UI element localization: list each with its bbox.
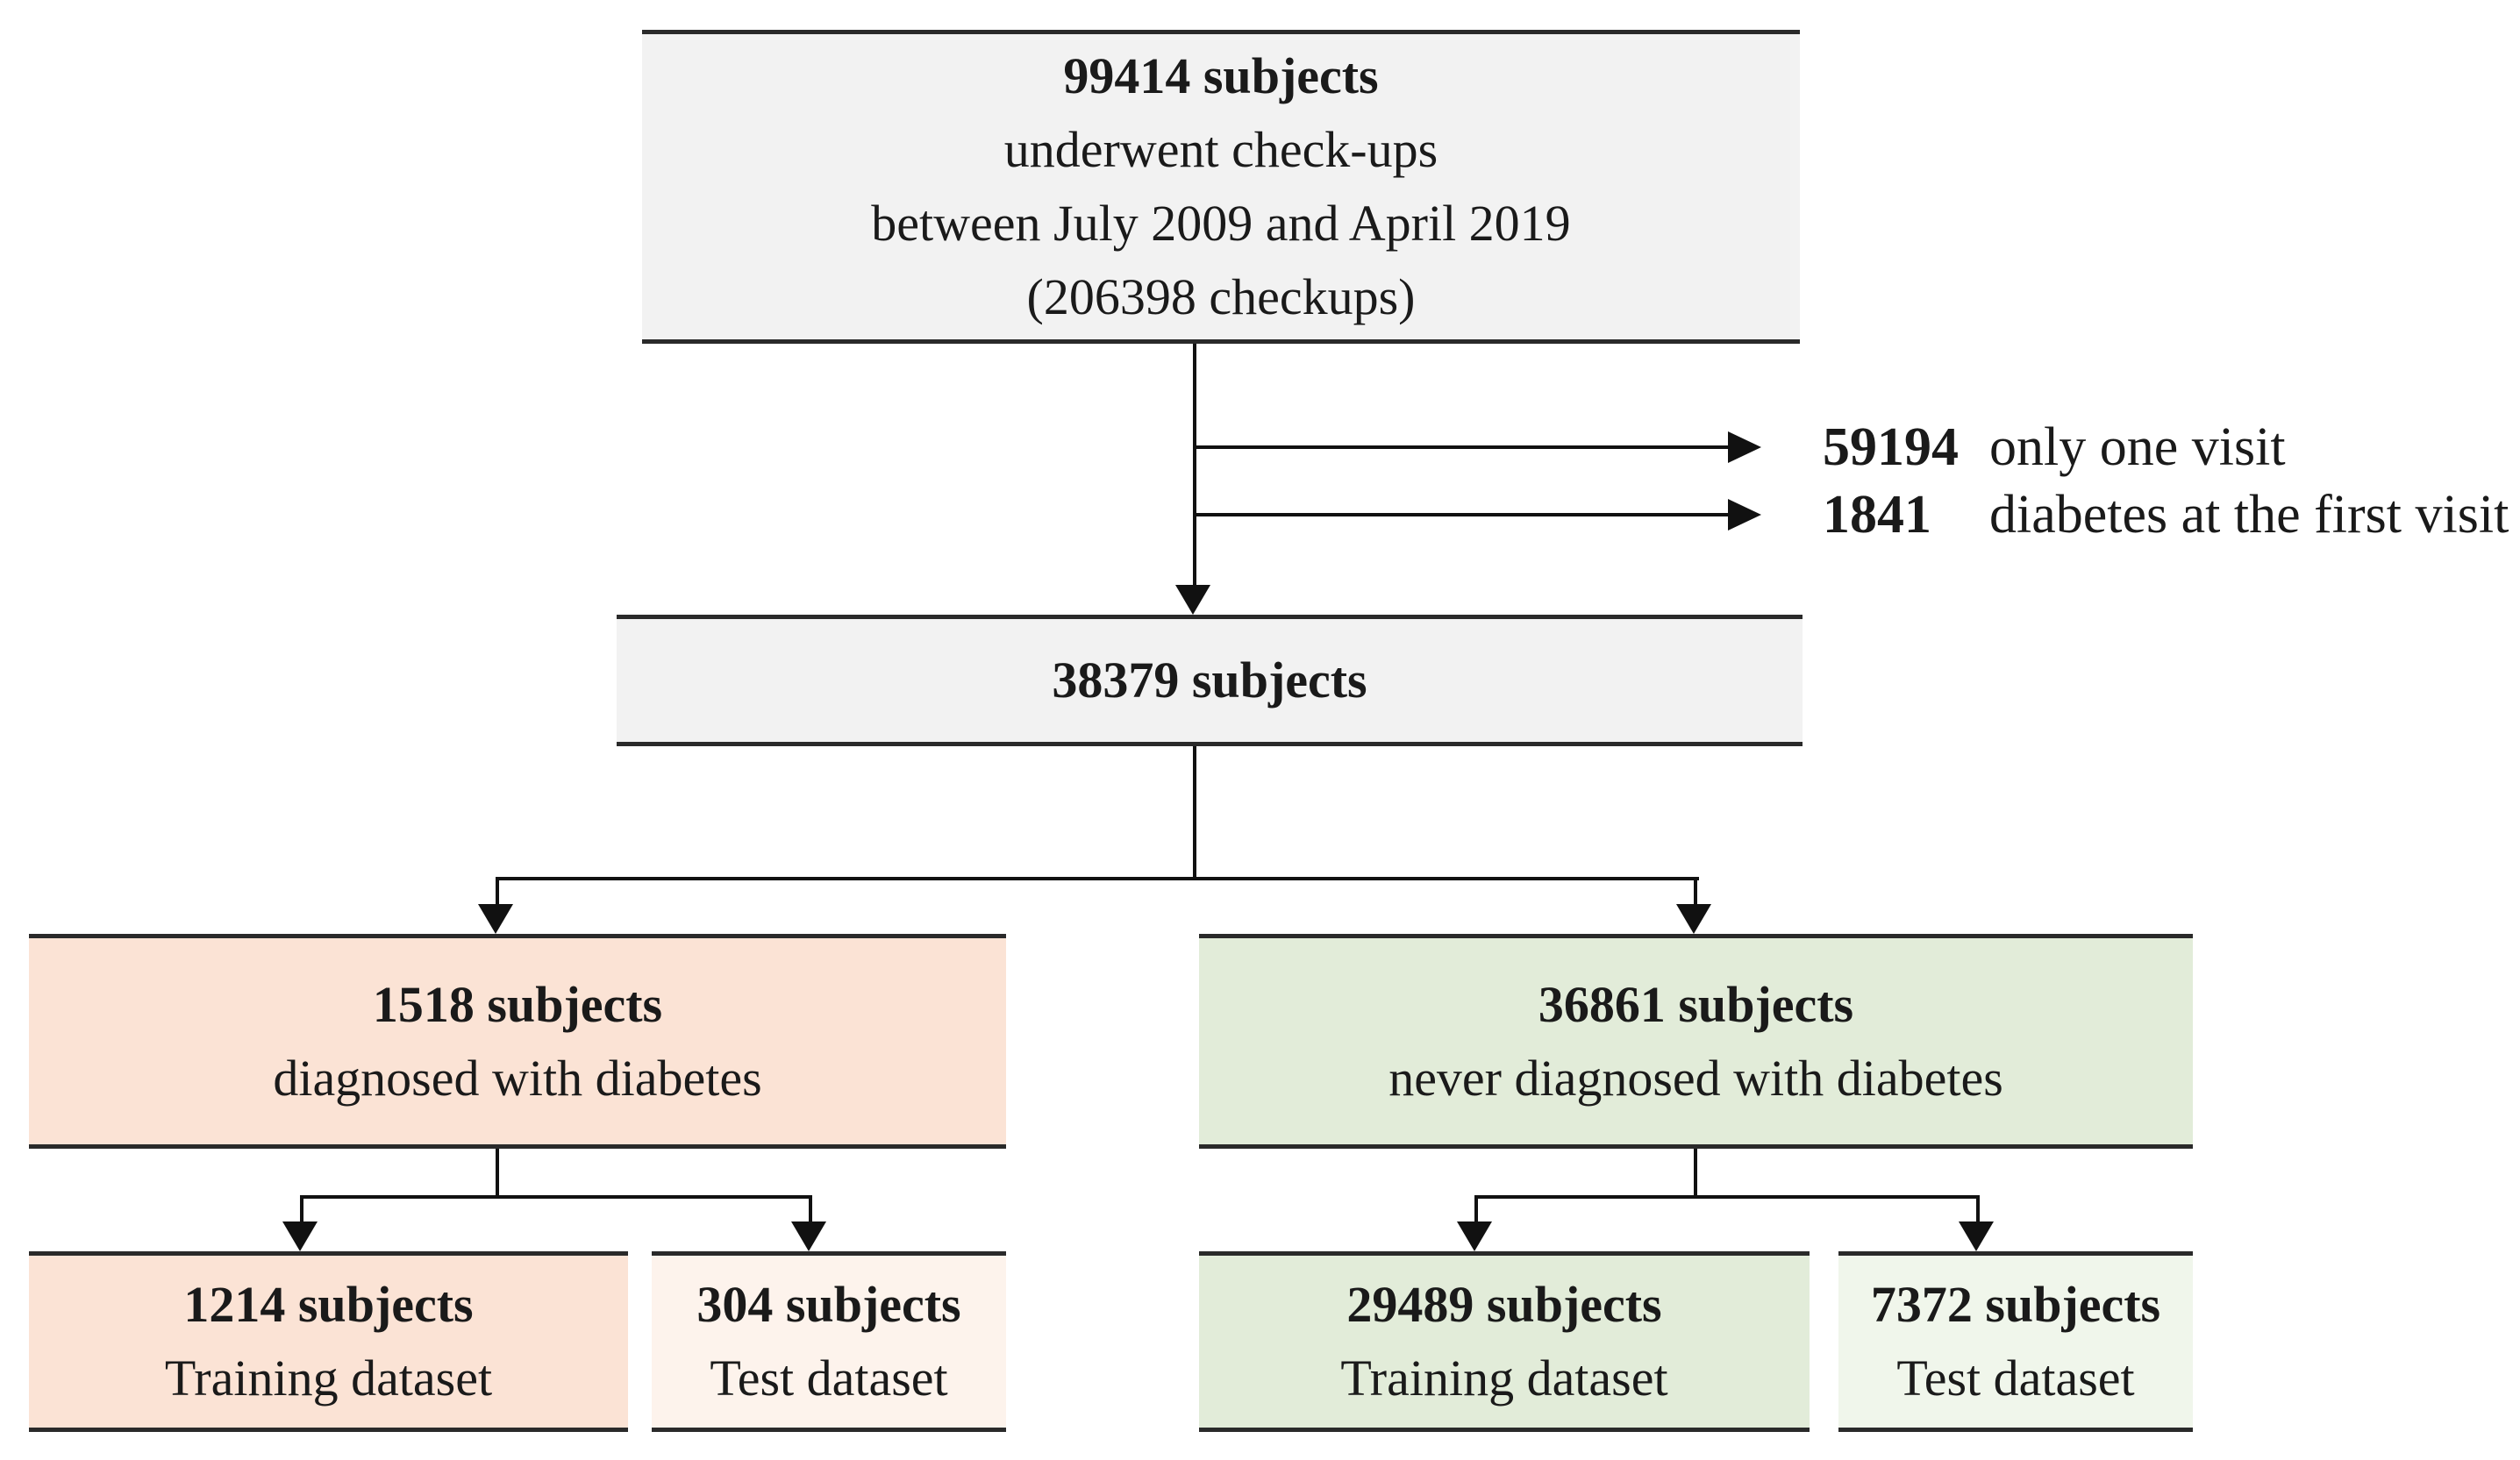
connector-vertical-to-diabetes	[496, 880, 499, 904]
arrowhead-down-icon	[1457, 1221, 1492, 1251]
no-diabetes-training-count: 29489 subjects	[1346, 1276, 1662, 1333]
excluded-diabetes-first-visit-count: 1841	[1823, 484, 1931, 545]
excluded-diabetes-first-visit-label: diabetes at the first visit	[1989, 484, 2509, 545]
connector-vertical-diabetes-split	[496, 1149, 499, 1199]
arrowhead-right-icon	[1728, 431, 1761, 463]
initial-cohort-desc-3: (206398 checkups)	[1026, 268, 1416, 325]
connector-horizontal-split-1	[496, 877, 1699, 880]
connector-vertical-to-diabetes-training	[300, 1199, 303, 1221]
excluded-one-visit-count: 59194	[1823, 417, 1959, 477]
excluded-one-visit-label: only one visit	[1989, 417, 2286, 477]
excluded-one-visit-row: 59194 only one visit	[1823, 408, 2286, 487]
diabetes-training-count: 1214 subjects	[183, 1276, 474, 1333]
no-diabetes-test-count: 7372 subjects	[1870, 1276, 2161, 1333]
diabetes-training-box: 1214 subjects Training dataset	[29, 1251, 628, 1432]
connector-vertical-to-diabetes-test	[809, 1199, 812, 1221]
arrowhead-down-icon	[1676, 904, 1711, 934]
no-diabetes-group-label: never diagnosed with diabetes	[1388, 1049, 2003, 1107]
connector-vertical-to-no-diabetes	[1694, 880, 1697, 904]
diabetes-group-box: 1518 subjects diagnosed with diabetes	[29, 934, 1006, 1149]
no-diabetes-group-box: 36861 subjects never diagnosed with diab…	[1199, 934, 2193, 1149]
connector-horizontal-split-3	[1474, 1195, 1980, 1199]
initial-cohort-count: 99414 subjects	[1063, 47, 1379, 104]
no-diabetes-training-box: 29489 subjects Training dataset	[1199, 1251, 1810, 1432]
no-diabetes-test-box: 7372 subjects Test dataset	[1838, 1251, 2193, 1432]
initial-cohort-box: 99414 subjects underwent check-ups betwe…	[642, 30, 1800, 344]
diabetes-test-box: 304 subjects Test dataset	[652, 1251, 1006, 1432]
excluded-diabetes-first-visit-row: 1841 diabetes at the first visit	[1823, 475, 2509, 554]
diabetes-group-label: diagnosed with diabetes	[273, 1049, 762, 1107]
diabetes-test-label: Test dataset	[710, 1350, 948, 1407]
connector-excluded-one-visit	[1195, 445, 1730, 449]
eligible-subjects-box: 38379 subjects	[617, 615, 1803, 746]
connector-horizontal-split-2	[300, 1195, 812, 1199]
arrowhead-down-icon	[1959, 1221, 1994, 1251]
connector-vertical-eligible-split	[1193, 746, 1196, 880]
arrowhead-down-icon	[1175, 585, 1210, 615]
arrowhead-down-icon	[478, 904, 513, 934]
eligible-subjects-count: 38379 subjects	[1052, 652, 1367, 709]
connector-excluded-diabetes-first-visit	[1195, 513, 1730, 516]
no-diabetes-group-count: 36861 subjects	[1538, 975, 1854, 1033]
no-diabetes-training-label: Training dataset	[1340, 1350, 1668, 1407]
no-diabetes-test-label: Test dataset	[1896, 1350, 2135, 1407]
arrowhead-right-icon	[1728, 499, 1761, 531]
diabetes-test-count: 304 subjects	[696, 1276, 961, 1333]
initial-cohort-desc-2: between July 2009 and April 2019	[871, 195, 1571, 252]
arrowhead-down-icon	[791, 1221, 826, 1251]
connector-vertical-initial-eligible	[1193, 344, 1196, 585]
connector-vertical-no-diabetes-split	[1694, 1149, 1697, 1199]
connector-vertical-to-no-diabetes-test	[1976, 1199, 1980, 1221]
arrowhead-down-icon	[282, 1221, 318, 1251]
connector-vertical-to-no-diabetes-training	[1474, 1199, 1478, 1221]
diabetes-group-count: 1518 subjects	[372, 975, 663, 1033]
initial-cohort-desc-1: underwent check-ups	[1003, 121, 1438, 178]
diabetes-training-label: Training dataset	[164, 1350, 493, 1407]
